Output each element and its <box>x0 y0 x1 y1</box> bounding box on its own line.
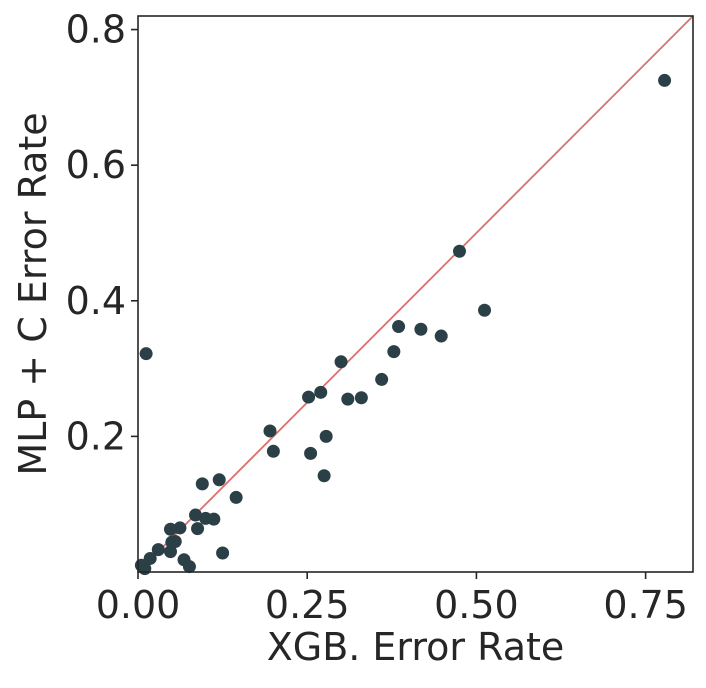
data-point <box>168 534 182 548</box>
data-point <box>317 469 331 483</box>
y-axis-label: MLP + C Error Rate <box>11 112 55 475</box>
data-point <box>163 545 177 559</box>
x-tick-label: 0.25 <box>265 583 350 627</box>
data-point <box>195 477 209 491</box>
reference-line-layer <box>137 15 694 573</box>
data-point <box>229 490 243 504</box>
data-point <box>151 543 165 557</box>
data-point <box>191 522 205 536</box>
data-point <box>387 345 401 359</box>
data-point <box>207 512 221 526</box>
data-point <box>216 546 230 560</box>
data-point <box>302 390 316 404</box>
x-tick-label: 0.50 <box>434 583 519 627</box>
x-tick-label: 0.00 <box>96 583 181 627</box>
data-point <box>143 551 157 565</box>
data-point <box>434 329 448 343</box>
data-point <box>414 322 428 336</box>
data-point <box>163 522 177 536</box>
x-axis-ticks: 0.00 0.25 0.50 0.75 <box>96 572 688 627</box>
data-point <box>139 347 153 361</box>
x-axis-label: XGB. Error Rate <box>267 625 565 669</box>
data-point <box>334 355 348 369</box>
x-tick-label: 0.75 <box>603 583 688 627</box>
data-point <box>341 392 355 406</box>
data-point <box>375 372 389 386</box>
data-point <box>266 444 280 458</box>
y-tick-label: 0.2 <box>66 414 126 458</box>
data-point <box>314 385 328 399</box>
data-points-layer <box>134 73 672 576</box>
data-point <box>354 391 368 405</box>
y-axis-ticks: 0.2 0.4 0.6 0.8 <box>66 8 138 458</box>
data-point <box>263 424 277 438</box>
data-point <box>452 244 466 258</box>
y-tick-label: 0.6 <box>66 143 126 187</box>
y-tick-label: 0.4 <box>66 279 126 323</box>
data-point <box>182 560 196 574</box>
data-point <box>189 508 203 522</box>
reference-diagonal-line <box>137 15 694 573</box>
data-point <box>392 320 406 334</box>
data-point <box>304 446 318 460</box>
data-point <box>173 521 187 535</box>
y-tick-label: 0.8 <box>66 8 126 52</box>
data-point <box>658 73 672 87</box>
data-point <box>319 429 333 443</box>
data-point <box>212 473 226 487</box>
plot-frame <box>137 15 694 573</box>
data-point <box>478 303 492 317</box>
